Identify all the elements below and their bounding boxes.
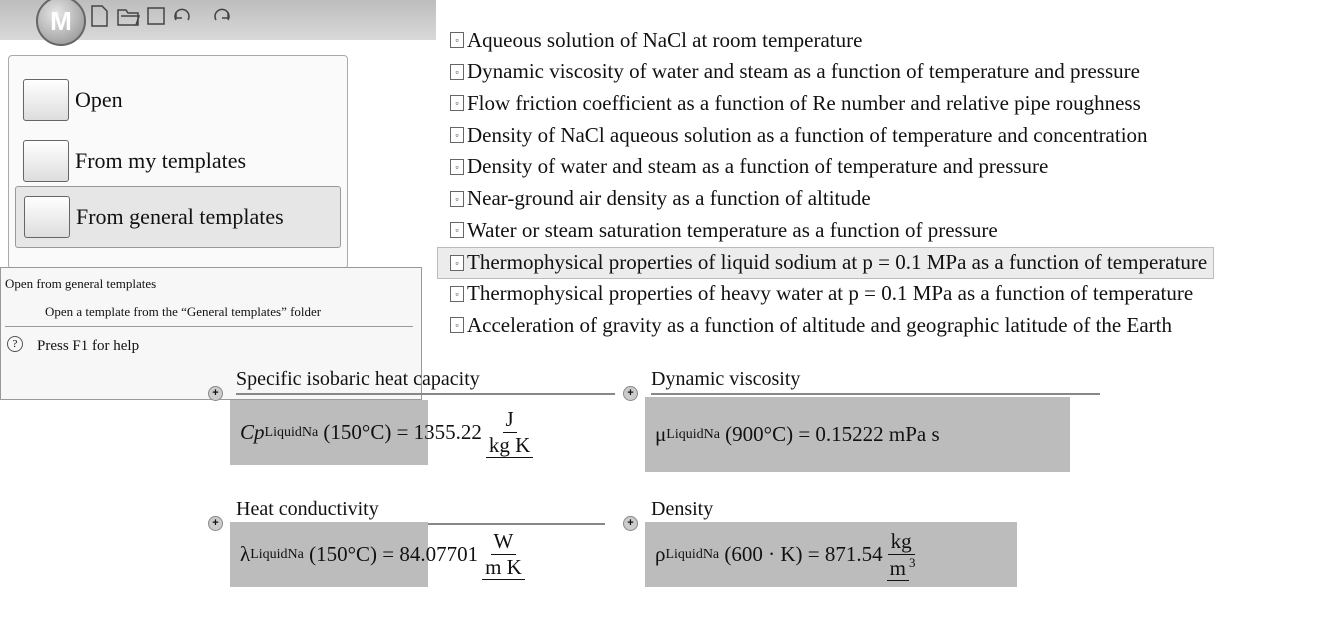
save-icon[interactable] (148, 8, 164, 24)
menu-icon (23, 140, 69, 182)
unit-denominator: kg K (486, 433, 533, 458)
template-label: Thermophysical properties of heavy water… (467, 281, 1193, 306)
new-icon[interactable] (92, 6, 107, 26)
doc-icon: ▫ (450, 191, 464, 207)
expression: (900°C) = 0.15222 mPa s (720, 422, 940, 447)
menu-item[interactable]: From general templates (15, 186, 341, 248)
expression: (600 · K) = 871.54 (719, 542, 883, 567)
unit-numerator: W (491, 529, 517, 555)
doc-icon: ▫ (450, 255, 464, 271)
unit-exponent: 3 (909, 555, 916, 570)
template-item[interactable]: ▫Density of NaCl aqueous solution as a f… (450, 120, 1154, 150)
template-item[interactable]: ▫Near-ground air density as a function o… (450, 184, 877, 214)
menu-label: From general templates (76, 204, 284, 230)
template-label: Dynamic viscosity of water and steam as … (467, 59, 1140, 84)
template-label: Acceleration of gravity as a function of… (467, 313, 1172, 338)
toolbar: M (0, 0, 436, 40)
tooltip-title: Open from general templates (5, 276, 156, 292)
template-item[interactable]: ▫Density of water and steam as a functio… (450, 152, 1054, 182)
unit-numerator: J (503, 407, 517, 433)
open-menu: Open From my templates From general templa… (8, 55, 348, 269)
template-item[interactable]: ▫Acceleration of gravity as a function o… (450, 310, 1178, 340)
undo-icon[interactable] (175, 9, 189, 20)
template-label: Thermophysical properties of liquid sodi… (467, 250, 1207, 275)
doc-icon: ▫ (450, 317, 464, 333)
menu-icon (23, 79, 69, 121)
unit-numerator: kg (888, 529, 915, 555)
menu-label: Open (75, 87, 123, 113)
open-icon[interactable] (118, 10, 139, 25)
template-item[interactable]: ▫Thermophysical properties of heavy wate… (450, 279, 1199, 309)
doc-icon: ▫ (450, 32, 464, 48)
expand-icon[interactable]: + (208, 516, 223, 531)
doc-icon: ▫ (450, 95, 464, 111)
expand-icon[interactable]: + (623, 386, 638, 401)
symbol: ρ (655, 542, 665, 567)
app-logo[interactable]: M (36, 0, 86, 46)
result-heading: Density (651, 498, 1017, 525)
subscript: LiquidNa (666, 427, 720, 443)
template-label: Density of NaCl aqueous solution as a fu… (467, 123, 1148, 148)
expand-icon[interactable]: + (623, 516, 638, 531)
page: {"app": {"logo": "M"}, "menu": {"items":… (0, 0, 1341, 635)
template-item[interactable]: ▫Aqueous solution of NaCl at room temper… (450, 25, 868, 55)
symbol: λ (240, 542, 250, 567)
result-heading: Dynamic viscosity (651, 368, 1100, 395)
template-label: Water or steam saturation temperature as… (467, 218, 998, 243)
doc-icon: ▫ (450, 286, 464, 302)
template-item[interactable]: ▫Flow friction coefficient as a function… (450, 88, 1147, 118)
subscript: LiquidNa (250, 547, 304, 563)
unit-base: m K (482, 555, 525, 580)
template-label: Near-ground air density as a function of… (467, 186, 871, 211)
toolbar-icons (88, 4, 268, 30)
unit-base: kg K (486, 433, 533, 458)
unit-denominator: m K (482, 555, 525, 580)
unit-base: m (887, 556, 909, 581)
template-item[interactable]: ▫Water or steam saturation temperature a… (450, 215, 1004, 245)
template-label: Flow friction coefficient as a function … (467, 91, 1141, 116)
result-heading: Specific isobaric heat capacity (236, 368, 615, 395)
menu-label: From my templates (75, 148, 246, 174)
subscript: LiquidNa (665, 547, 719, 563)
expression: (150°C) = 1355.22 (318, 420, 482, 445)
redo-icon[interactable] (215, 9, 229, 20)
separator (5, 326, 413, 327)
expression: (150°C) = 84.07701 (304, 542, 478, 567)
tooltip-description: Open a template from the “General templa… (45, 304, 321, 320)
result-heading: Heat conductivity (236, 498, 605, 525)
doc-icon: ▫ (450, 159, 464, 175)
menu-item[interactable]: From my templates (15, 131, 339, 191)
symbol: μ (655, 422, 666, 447)
template-item[interactable]: ▫Dynamic viscosity of water and steam as… (450, 57, 1146, 87)
help-icon: ? (7, 336, 23, 352)
template-label: Density of water and steam as a function… (467, 154, 1048, 179)
doc-icon: ▫ (450, 222, 464, 238)
template-item[interactable]: ▫Thermophysical properties of liquid sod… (437, 247, 1214, 279)
doc-icon: ▫ (450, 64, 464, 80)
expand-icon[interactable]: + (208, 386, 223, 401)
subscript: LiquidNa (265, 425, 319, 441)
menu-icon (24, 196, 70, 238)
doc-icon: ▫ (450, 127, 464, 143)
help-text: Press F1 for help (37, 338, 139, 355)
symbol: Cp (240, 420, 265, 445)
template-label: Aqueous solution of NaCl at room tempera… (467, 28, 862, 53)
menu-item[interactable]: Open (15, 70, 339, 130)
